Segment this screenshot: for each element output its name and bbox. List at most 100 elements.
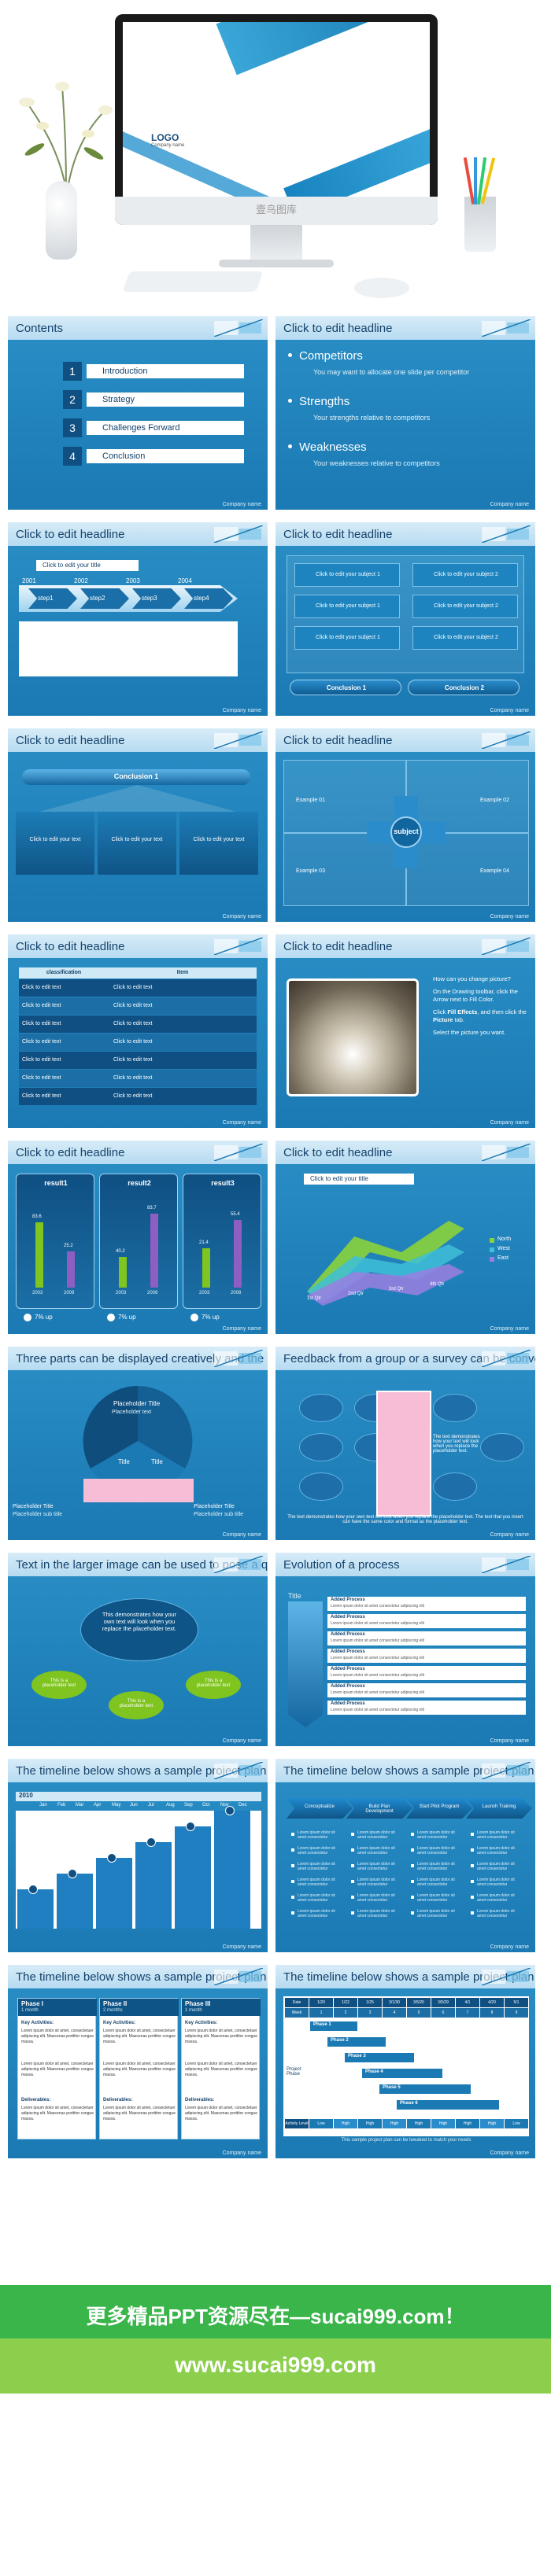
process-row[interactable]: Added Process Lorem ipsum dolor sit amet…: [327, 1701, 526, 1715]
stair-step[interactable]: [214, 1811, 250, 1929]
subject-cell[interactable]: Click to edit your subject 1: [294, 626, 400, 650]
slide-10[interactable]: Click to edit headline Click to edit you…: [276, 1141, 535, 1334]
comment-bubble[interactable]: [299, 1394, 343, 1422]
slide-11[interactable]: Three parts can be displayed creatively …: [8, 1347, 268, 1540]
slide-17[interactable]: The timeline below shows a sample projec…: [8, 1965, 268, 2158]
lamp-photo[interactable]: [287, 978, 419, 1096]
contents-item[interactable]: 3 Challenges Forward: [63, 418, 244, 437]
slide-3[interactable]: Click to edit headline Click to edit you…: [8, 522, 268, 716]
slide-15[interactable]: The timeline below shows a sample projec…: [8, 1759, 268, 1952]
comment-bubble[interactable]: [433, 1472, 477, 1501]
subject-circle[interactable]: [390, 816, 422, 848]
slide-12[interactable]: Feedback from a group or a survey can be…: [276, 1347, 535, 1540]
stair-step[interactable]: [17, 1889, 54, 1929]
result-panel[interactable]: result1 83.6 2003 25.2 2008: [16, 1174, 94, 1309]
slide-9[interactable]: Click to edit headline result1 83.6 2003…: [8, 1141, 268, 1334]
subject-cell[interactable]: Click to edit your subject 2: [412, 626, 518, 650]
table-row[interactable]: Click to edit text Click to edit text: [19, 1070, 257, 1087]
slide-1[interactable]: Contents 1 Introduction 2 Strategy 3 Cha…: [8, 316, 268, 510]
slide-header: Three parts can be displayed creatively …: [8, 1347, 268, 1370]
highlight-box[interactable]: [83, 1479, 194, 1502]
table-row[interactable]: Click to edit text Click to edit text: [19, 1015, 257, 1033]
data-table: classification Item Click to edit text C…: [19, 967, 257, 1105]
small-cloud[interactable]: [186, 1671, 241, 1699]
pic-step: How can you change picture?: [433, 975, 511, 982]
phase-column[interactable]: Phase III 1 month Key Activities: Lorem …: [181, 1998, 261, 2139]
center-bubble[interactable]: [376, 1391, 431, 1516]
slide-4[interactable]: Click to edit headline Click to edit you…: [276, 522, 535, 716]
plan-chevron[interactable]: [406, 1798, 472, 1819]
table-row[interactable]: Click to edit text Click to edit text: [19, 1034, 257, 1051]
slide-5[interactable]: Click to edit headline Conclusion 1 Clic…: [8, 728, 268, 922]
process-row[interactable]: Added Process Lorem ipsum dolor sit amet…: [327, 1683, 526, 1697]
table-row[interactable]: Click to edit text Click to edit text: [19, 1088, 257, 1105]
table-row[interactable]: Click to edit text Click to edit text: [19, 997, 257, 1015]
process-row[interactable]: Added Process Lorem ipsum dolor sit amet…: [327, 1666, 526, 1680]
slide-header: Click to edit headline: [276, 316, 535, 340]
slide-2[interactable]: Click to edit headline Competitors You m…: [276, 316, 535, 510]
slide-6[interactable]: Click to edit headline subject Example 0…: [276, 728, 535, 922]
text-column[interactable]: Click to edit your text: [98, 812, 176, 875]
table-row[interactable]: Click to edit text Click to edit text: [19, 979, 257, 997]
result-bar: [202, 1248, 210, 1288]
comment-bubble[interactable]: [299, 1472, 343, 1501]
text-column[interactable]: Click to edit your text: [179, 812, 258, 875]
promo-url[interactable]: www.sucai999.com: [175, 2353, 376, 2377]
subject-cell[interactable]: Click to edit your subject 1: [294, 563, 400, 587]
slide-7[interactable]: Click to edit headline classification It…: [8, 934, 268, 1128]
gantt-bar[interactable]: [397, 2100, 499, 2110]
contents-item[interactable]: 2 Strategy: [63, 390, 244, 409]
small-cloud[interactable]: [109, 1691, 164, 1719]
conclusion-bar[interactable]: Conclusion 1: [22, 769, 250, 785]
gantt-bar[interactable]: [379, 2084, 471, 2094]
gantt-bar[interactable]: [327, 2037, 386, 2047]
stair-step[interactable]: [175, 1826, 211, 1929]
gantt-bar[interactable]: [345, 2053, 414, 2062]
gantt-bar[interactable]: [310, 2021, 357, 2031]
conclusion-pill[interactable]: Conclusion 2: [408, 680, 520, 695]
comment-bubble[interactable]: [299, 1433, 343, 1461]
year-label: 2001: [22, 577, 36, 584]
gantt-bar[interactable]: [362, 2069, 442, 2078]
plan-chevron[interactable]: [466, 1798, 532, 1819]
text-column[interactable]: Click to edit your text: [16, 812, 94, 875]
header-decoration-icon: [214, 938, 263, 955]
phase-column[interactable]: Phase I 1 month Key Activities: Lorem ip…: [17, 1998, 97, 2139]
subject-cell[interactable]: Click to edit your subject 2: [412, 563, 518, 587]
promo-banner-bottom[interactable]: www.sucai999.com: [0, 2338, 551, 2394]
subject-cell[interactable]: Click to edit your subject 1: [294, 595, 400, 618]
small-cloud[interactable]: [31, 1671, 87, 1699]
slide-8[interactable]: Click to edit headline How can you chang…: [276, 934, 535, 1128]
gantt-date: 1/22: [334, 1998, 357, 2007]
stair-step[interactable]: [135, 1842, 172, 1929]
speech-cloud[interactable]: [80, 1598, 198, 1661]
slide-16[interactable]: The timeline below shows a sample projec…: [276, 1759, 535, 1952]
phase-column[interactable]: Phase II 2 months Key Activities: Lorem …: [99, 1998, 179, 2139]
quarter-label: 4th Qtr: [430, 1282, 445, 1287]
stair-step[interactable]: [96, 1858, 132, 1929]
slide-14[interactable]: Evolution of a process Title Added Proce…: [276, 1553, 535, 1746]
process-title: Added Process: [331, 1649, 365, 1654]
plan-chevron[interactable]: [346, 1798, 412, 1819]
process-row[interactable]: Added Process Lorem ipsum dolor sit amet…: [327, 1631, 526, 1645]
process-sub: Lorem ipsum dolor sit amet consectetur a…: [331, 1673, 424, 1678]
process-row[interactable]: Added Process Lorem ipsum dolor sit amet…: [327, 1649, 526, 1663]
contents-item[interactable]: 4 Conclusion: [63, 447, 244, 466]
process-row[interactable]: Added Process Lorem ipsum dolor sit amet…: [327, 1614, 526, 1628]
slide-header: Evolution of a process: [276, 1553, 535, 1576]
slide-18[interactable]: The timeline below shows a sample projec…: [276, 1965, 535, 2158]
result-panel[interactable]: result2 40.2 2003 83.7 2008: [99, 1174, 178, 1309]
conclusion-pill[interactable]: Conclusion 1: [290, 680, 401, 695]
slide-13[interactable]: Text in the larger image can be used to …: [8, 1553, 268, 1746]
subject-cell[interactable]: Click to edit your subject 2: [412, 595, 518, 618]
plan-chevron[interactable]: [287, 1798, 353, 1819]
process-row[interactable]: Added Process Lorem ipsum dolor sit amet…: [327, 1597, 526, 1611]
plan-bullet: Lorem ipsum dolor sit amet consectetur: [298, 1878, 335, 1887]
contents-item[interactable]: 1 Introduction: [63, 362, 244, 381]
quarter-label: 3rd Qtr: [389, 1287, 404, 1292]
table-row[interactable]: Click to edit text Click to edit text: [19, 1052, 257, 1069]
comment-bubble[interactable]: [433, 1394, 477, 1422]
comment-bubble[interactable]: [480, 1433, 524, 1461]
stair-step[interactable]: [57, 1874, 93, 1929]
result-panel[interactable]: result3 21.4 2003 55.4 2008: [183, 1174, 261, 1309]
